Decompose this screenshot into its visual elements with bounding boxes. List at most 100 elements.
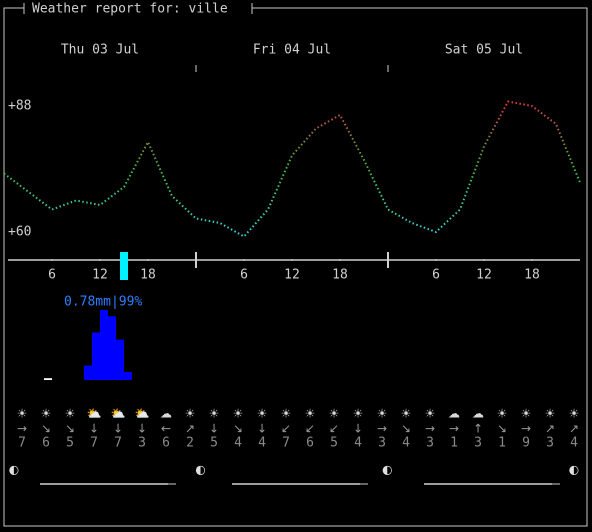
weather-icon: ☀ xyxy=(41,407,52,421)
moon-phase: ◐ xyxy=(195,463,205,477)
weather-icon: ☀ xyxy=(281,407,292,421)
weather-icon: ⛅ xyxy=(87,407,102,421)
x-tick-label: 18 xyxy=(140,268,156,283)
x-tick-label: 6 xyxy=(432,268,440,283)
weather-icon: ☀ xyxy=(545,407,556,421)
wind-speed: 4 xyxy=(402,436,410,451)
wind-direction: ↘ xyxy=(41,422,51,436)
wind-speed: 7 xyxy=(282,436,290,451)
weather-icon: ☀ xyxy=(377,407,388,421)
weather-icon: ☀ xyxy=(569,407,580,421)
moon-phase: ◐ xyxy=(382,463,392,477)
wind-direction: ↓ xyxy=(353,422,363,436)
wind-speed: 4 xyxy=(258,436,266,451)
weather-icon: ☀ xyxy=(65,407,76,421)
wind-direction: ↑ xyxy=(473,422,483,436)
precipitation-bar xyxy=(44,378,52,380)
frame xyxy=(3,7,588,527)
current-time-marker xyxy=(120,252,128,280)
wind-direction: ← xyxy=(161,422,171,436)
weather-icon: ☀ xyxy=(425,407,436,421)
wind-speed: 4 xyxy=(234,436,242,451)
wind-direction: ↓ xyxy=(89,422,99,436)
precipitation-bar xyxy=(92,332,100,380)
weather-icon: ☀ xyxy=(17,407,28,421)
x-tick-label: 18 xyxy=(332,268,348,283)
weather-icon: ☁ xyxy=(160,407,172,421)
wind-speed: 3 xyxy=(426,436,434,451)
wind-speed: 3 xyxy=(546,436,554,451)
weather-icon: ☀ xyxy=(257,407,268,421)
x-tick-label: 6 xyxy=(240,268,248,283)
wind-speed: 7 xyxy=(18,436,26,451)
wind-direction: ↘ xyxy=(401,422,411,436)
wind-direction: ↗ xyxy=(569,422,579,436)
wind-direction: ↘ xyxy=(497,422,507,436)
weather-icon: ☀ xyxy=(185,407,196,421)
report-title: Weather report for: ville xyxy=(32,2,228,17)
wind-direction: ↓ xyxy=(137,422,147,436)
wind-speed: 3 xyxy=(378,436,386,451)
x-tick-label: 6 xyxy=(48,268,56,283)
wind-direction: → xyxy=(521,422,531,436)
wind-direction: ↙ xyxy=(329,422,339,436)
x-tick-label: 12 xyxy=(476,268,492,283)
weather-icon: ☀ xyxy=(521,407,532,421)
wind-direction: ↓ xyxy=(209,422,219,436)
wind-speed: 4 xyxy=(354,436,362,451)
weather-icon: ☁ xyxy=(448,407,460,421)
wind-speed: 7 xyxy=(90,436,98,451)
weather-icon: ☀ xyxy=(305,407,316,421)
wind-speed: 5 xyxy=(66,436,74,451)
y-tick-label: +60 xyxy=(8,225,31,240)
wind-direction: → xyxy=(425,422,435,436)
wind-direction: ↗ xyxy=(545,422,555,436)
wind-direction: ↙ xyxy=(281,422,291,436)
weather-icon: ☀ xyxy=(353,407,364,421)
x-tick-label: 18 xyxy=(524,268,540,283)
precipitation-bar xyxy=(108,316,116,380)
wind-speed: 4 xyxy=(570,436,578,451)
weather-icon: ⛅ xyxy=(111,407,126,421)
wind-direction: ↗ xyxy=(185,422,195,436)
wind-direction: → xyxy=(377,422,387,436)
day-label: Fri 04 Jul xyxy=(253,43,331,58)
day-label: Sat 05 Jul xyxy=(445,43,523,58)
wind-direction: → xyxy=(17,422,27,436)
weather-icon: ☀ xyxy=(209,407,220,421)
wind-direction: ↘ xyxy=(65,422,75,436)
precipitation-label: 0.78mm|99% xyxy=(64,295,142,310)
precipitation-bar xyxy=(84,365,92,380)
precipitation-bar xyxy=(100,310,108,380)
wind-speed: 5 xyxy=(330,436,338,451)
wind-speed: 9 xyxy=(522,436,530,451)
wind-speed: 1 xyxy=(498,436,506,451)
weather-icon: ☀ xyxy=(233,407,244,421)
weather-icon: ☁ xyxy=(472,407,484,421)
wind-speed: 6 xyxy=(42,436,50,451)
day-label: Thu 03 Jul xyxy=(61,43,139,58)
weather-icon: ⛅ xyxy=(135,407,150,421)
moon-phase: ◐ xyxy=(9,463,19,477)
weather-icon: ☀ xyxy=(329,407,340,421)
wind-speed: 6 xyxy=(306,436,314,451)
wind-speed: 6 xyxy=(162,436,170,451)
wind-direction: ↙ xyxy=(305,422,315,436)
weather-icon: ☀ xyxy=(401,407,412,421)
wind-direction: ↓ xyxy=(113,422,123,436)
moon-phase: ◐ xyxy=(569,463,579,477)
wind-speed: 3 xyxy=(138,436,146,451)
precipitation-bar xyxy=(116,339,124,380)
x-tick-label: 12 xyxy=(284,268,300,283)
precipitation-bar xyxy=(124,371,132,380)
wind-speed: 7 xyxy=(114,436,122,451)
wind-speed: 1 xyxy=(450,436,458,451)
y-tick-label: +88 xyxy=(8,99,31,114)
wind-direction: → xyxy=(449,422,459,436)
temperature-line xyxy=(3,100,581,238)
wind-direction: ↓ xyxy=(257,422,267,436)
weather-icon: ☀ xyxy=(497,407,508,421)
wind-speed: 2 xyxy=(186,436,194,451)
